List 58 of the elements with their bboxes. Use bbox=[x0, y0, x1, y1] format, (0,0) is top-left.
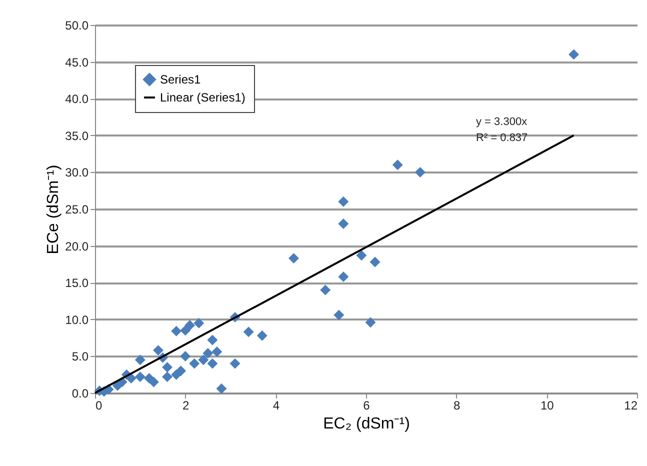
y-tick-label: 10.0 bbox=[65, 312, 89, 327]
point bbox=[338, 271, 349, 282]
point bbox=[338, 196, 349, 207]
point bbox=[370, 256, 380, 268]
point bbox=[320, 284, 331, 296]
point bbox=[256, 330, 268, 341]
point bbox=[171, 326, 182, 336]
x-tick-label: 0 bbox=[96, 398, 102, 412]
point bbox=[134, 354, 146, 366]
point bbox=[152, 345, 164, 356]
annotation: y = 3.300x bbox=[476, 116, 528, 128]
point bbox=[356, 250, 367, 261]
point bbox=[414, 166, 426, 178]
point bbox=[365, 317, 376, 328]
annotation: R² = 0.837 bbox=[476, 132, 528, 144]
point bbox=[148, 376, 159, 388]
x-tick-label: 6 bbox=[363, 398, 370, 412]
point bbox=[162, 362, 173, 372]
point bbox=[338, 218, 349, 229]
x-tick-label: 10 bbox=[540, 398, 554, 412]
point bbox=[207, 334, 218, 346]
y-tick-label: 20.0 bbox=[65, 239, 89, 254]
point bbox=[162, 372, 173, 382]
point bbox=[288, 253, 299, 264]
point bbox=[334, 310, 344, 320]
y-tick-label: 15.0 bbox=[65, 276, 89, 290]
point bbox=[134, 372, 146, 382]
legend-label: Linear (Series1) bbox=[160, 90, 246, 104]
point bbox=[194, 318, 204, 328]
x-axis-title: EC₂ (dSm⁻¹) bbox=[323, 416, 410, 432]
point bbox=[198, 354, 209, 366]
y-tick-label: 40.0 bbox=[65, 92, 89, 106]
point bbox=[207, 358, 218, 369]
point bbox=[184, 320, 196, 331]
point bbox=[171, 369, 182, 380]
y-tick-label: 30.0 bbox=[65, 166, 89, 180]
y-axis-title: ECe (dSm⁻¹) bbox=[45, 164, 62, 254]
point bbox=[189, 358, 200, 369]
x-tick-label: 2 bbox=[182, 398, 190, 412]
x-tick-label: 12 bbox=[624, 398, 638, 412]
y-tick-label: 50.0 bbox=[65, 18, 89, 32]
point bbox=[180, 325, 191, 336]
y-tick-label: 0.0 bbox=[72, 386, 89, 400]
y-tick-label: 35.0 bbox=[65, 128, 89, 143]
x-tick-label: 8 bbox=[453, 398, 460, 412]
y-tick-label: 45.0 bbox=[65, 55, 89, 70]
point bbox=[568, 49, 580, 60]
y-tick-label: 25.0 bbox=[65, 202, 89, 216]
point bbox=[212, 346, 222, 358]
x-tick-label: 4 bbox=[272, 398, 280, 412]
point bbox=[230, 358, 240, 369]
point bbox=[392, 160, 403, 170]
point bbox=[180, 350, 191, 362]
point bbox=[216, 383, 227, 394]
legend-label: Series1 bbox=[160, 72, 202, 86]
point bbox=[202, 348, 214, 358]
y-tick-label: 5.0 bbox=[72, 350, 89, 364]
point bbox=[243, 326, 254, 338]
